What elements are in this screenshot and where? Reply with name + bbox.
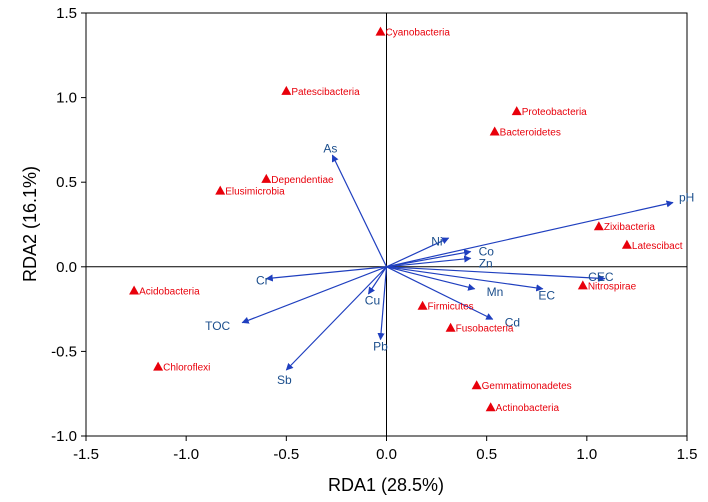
vector-arrow-zn [386,255,472,268]
x-tick-label: 1.0 [576,446,597,463]
vector-arrow-cu [367,266,387,295]
species-points: Cyanobacteria Patescibacteria Proteobacter… [129,26,683,414]
y-tick-label: 0.0 [56,259,77,276]
x-tick-label: 0.0 [376,446,397,463]
species-point-acidobacteria [129,285,140,295]
vector-label-ec: EC [538,289,555,303]
species-label-elusimicrobia: Elusimicrobia [225,187,285,198]
vector-label-cec: CEC [588,270,614,284]
species-point-proteobacteria [511,106,522,116]
species-label-bacteroidetes: Bacteroidetes [500,127,561,138]
vector-arrow-co [386,249,472,268]
vector-label-sb: Sb [277,373,292,387]
species-label-patescibacteria: Patescibacteria [291,87,360,98]
vector-arrow-ph [386,200,674,268]
y-tick-label: 1.0 [56,90,77,107]
x-tick-label: 0.5 [476,446,497,463]
species-label-actinobacteria: Actinobacteria [496,403,560,414]
vector-label-ni: Ni [431,234,442,248]
x-tick-label: -1.5 [73,446,99,463]
vector-label-zn: Zn [479,256,493,270]
x-tick-label: -0.5 [273,446,299,463]
species-label-cyanobacteria: Cyanobacteria [385,28,450,39]
species-point-cyanobacteria [375,26,386,36]
y-tick-label: -0.5 [51,343,77,360]
y-tick-label: 0.5 [56,174,77,191]
vector-label-cu: Cu [365,294,380,308]
species-label-latescibact: Latescibact [632,241,683,252]
species-point-elusimicrobia [215,185,226,195]
species-label-proteobacteria: Proteobacteria [522,107,587,118]
species-point-nitrospirae [577,280,588,290]
x-axis-title: RDA1 (28.5%) [328,475,444,495]
species-point-actinobacteria [485,402,496,412]
species-point-latescibact [621,239,632,249]
species-point-gemmatimonadetes [471,380,482,390]
species-point-bacteroidetes [489,126,500,136]
vector-arrow-ni [386,237,450,268]
x-tick-label: 1.5 [677,446,698,463]
vector-label-co: Co [479,245,495,259]
vector-arrow-mn [386,266,476,291]
vector-label-ph: pH [679,190,694,204]
species-label-fusobacteria: Fusobacteria [456,324,514,335]
vector-arrow-ec [386,266,544,292]
y-tick-label: -1.0 [51,428,77,445]
vector-arrow-sb [285,266,387,371]
vector-label-cd: Cd [505,316,520,330]
species-point-patescibacteria [281,85,292,95]
vector-label-toc: TOC [205,319,230,333]
species-point-firmicutes [417,300,428,310]
vector-arrow-pb [377,266,388,341]
x-tick-label: -1.0 [173,446,199,463]
vector-arrow-toc [241,266,387,324]
vector-arrow-as [331,154,388,268]
species-label-dependentiae: Dependentiae [271,175,334,186]
species-point-chloroflexi [153,361,164,371]
y-axis-title: RDA2 (16.1%) [20,166,40,282]
species-label-firmicutes: Firmicutes [428,302,474,313]
species-point-zixibacteria [593,221,604,231]
vector-label-as: As [323,141,337,155]
species-point-fusobacteria [445,322,456,332]
species-point-dependentiae [261,173,272,183]
axis-ticks: -1.5 -1.0 -0.5 0.0 0.5 1.0 1.5-1.0-0.50.00.51.… [51,5,697,463]
vector-arrow-cr [265,266,387,282]
vector-arrow-cec [386,266,606,282]
species-label-nitrospirae: Nitrospirae [588,281,637,292]
vector-arrow-cd [386,266,494,320]
species-label-gemmatimonadetes: Gemmatimonadetes [482,381,572,392]
vector-label-mn: Mn [487,285,504,299]
y-tick-label: 1.5 [56,5,77,22]
species-label-chloroflexi: Chloroflexi [163,363,210,374]
vector-label-cr: Cr [256,273,269,287]
vector-label-pb: Pb [373,339,388,353]
species-label-acidobacteria: Acidobacteria [139,286,200,297]
species-label-zixibacteria: Zixibacteria [604,222,656,233]
